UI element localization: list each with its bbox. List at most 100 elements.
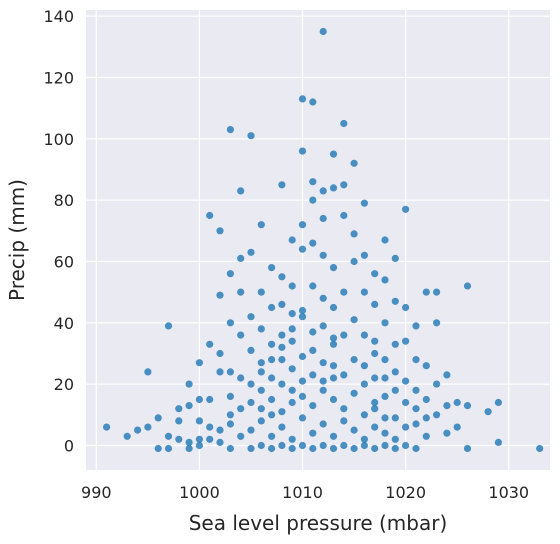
data-point xyxy=(350,389,358,397)
data-point xyxy=(226,368,234,376)
data-point xyxy=(463,282,472,290)
x-axis-label: Sea level pressure (mbar) xyxy=(189,511,448,535)
data-point xyxy=(319,27,327,36)
data-point xyxy=(288,444,296,453)
data-point xyxy=(329,264,338,272)
data-point xyxy=(381,441,389,450)
x-tick-label: 1020 xyxy=(385,483,426,502)
data-point xyxy=(319,251,327,259)
data-point xyxy=(391,368,399,376)
data-point xyxy=(371,300,379,308)
data-point xyxy=(340,119,348,128)
x-tick-label: 990 xyxy=(81,483,112,502)
data-point xyxy=(329,444,338,453)
data-point xyxy=(195,435,203,443)
data-point xyxy=(484,408,492,416)
data-point xyxy=(226,411,234,419)
data-point xyxy=(494,438,502,446)
data-point xyxy=(319,359,327,367)
data-point xyxy=(226,420,234,428)
data-point xyxy=(422,395,430,404)
data-point xyxy=(206,211,214,220)
data-point xyxy=(360,380,368,388)
data-point xyxy=(360,441,368,450)
data-point xyxy=(247,444,255,453)
data-point xyxy=(391,444,399,453)
data-point xyxy=(257,221,265,229)
data-point xyxy=(340,405,348,413)
data-point xyxy=(144,423,152,431)
data-point xyxy=(309,402,317,410)
data-point xyxy=(319,386,327,394)
data-point xyxy=(463,444,472,453)
data-point xyxy=(329,334,338,342)
data-point xyxy=(319,187,327,195)
data-point xyxy=(288,365,296,373)
data-point xyxy=(309,444,317,453)
data-point xyxy=(350,444,358,453)
y-tick-label: 120 xyxy=(43,68,74,87)
data-point xyxy=(298,392,307,400)
data-point xyxy=(175,405,183,413)
data-point xyxy=(402,423,410,431)
data-point xyxy=(257,325,265,333)
data-point xyxy=(329,432,338,440)
data-point xyxy=(309,98,317,106)
data-point xyxy=(154,444,162,453)
y-tick-label: 40 xyxy=(54,314,74,333)
x-axis-ticks: 990 1000 1010 1020 1030 xyxy=(81,483,529,502)
data-point xyxy=(144,368,152,376)
data-point xyxy=(278,423,286,431)
data-point xyxy=(412,322,420,330)
data-point xyxy=(247,426,255,434)
x-tick-label: 1030 xyxy=(488,483,529,502)
data-point xyxy=(391,414,399,422)
data-point xyxy=(453,423,461,431)
data-point xyxy=(154,414,162,422)
data-point xyxy=(422,288,430,296)
data-point xyxy=(257,417,265,425)
data-point xyxy=(412,356,420,364)
data-point xyxy=(164,322,173,330)
data-point xyxy=(185,402,193,410)
data-point xyxy=(309,239,317,247)
data-point xyxy=(268,356,276,364)
data-point xyxy=(278,181,286,189)
data-point xyxy=(319,441,327,450)
data-point xyxy=(319,214,327,223)
data-point xyxy=(206,423,214,431)
data-point xyxy=(371,374,379,382)
data-point xyxy=(185,380,193,388)
data-point xyxy=(340,371,348,379)
data-point xyxy=(268,264,276,272)
data-point xyxy=(257,288,265,296)
data-point xyxy=(268,432,276,440)
data-point xyxy=(371,398,379,407)
data-point xyxy=(309,178,317,186)
data-point xyxy=(195,417,203,425)
data-point xyxy=(247,398,255,407)
data-point xyxy=(371,423,379,431)
data-point xyxy=(298,221,307,229)
data-point xyxy=(381,319,389,327)
data-points xyxy=(103,27,544,453)
y-tick-label: 140 xyxy=(43,7,74,26)
data-point xyxy=(247,346,255,354)
data-point xyxy=(340,331,348,339)
data-point xyxy=(422,362,430,370)
data-point xyxy=(309,196,317,204)
data-point xyxy=(206,340,214,348)
data-point xyxy=(329,395,338,404)
data-point xyxy=(360,435,368,443)
data-point xyxy=(268,340,276,348)
data-point xyxy=(298,352,307,361)
data-point xyxy=(381,374,389,382)
data-point xyxy=(237,374,245,382)
data-point xyxy=(298,306,307,315)
data-point xyxy=(329,150,338,158)
y-tick-label: 80 xyxy=(54,191,74,210)
data-point xyxy=(309,346,317,354)
data-point xyxy=(298,245,307,253)
data-point xyxy=(268,444,276,453)
data-point xyxy=(350,356,358,364)
